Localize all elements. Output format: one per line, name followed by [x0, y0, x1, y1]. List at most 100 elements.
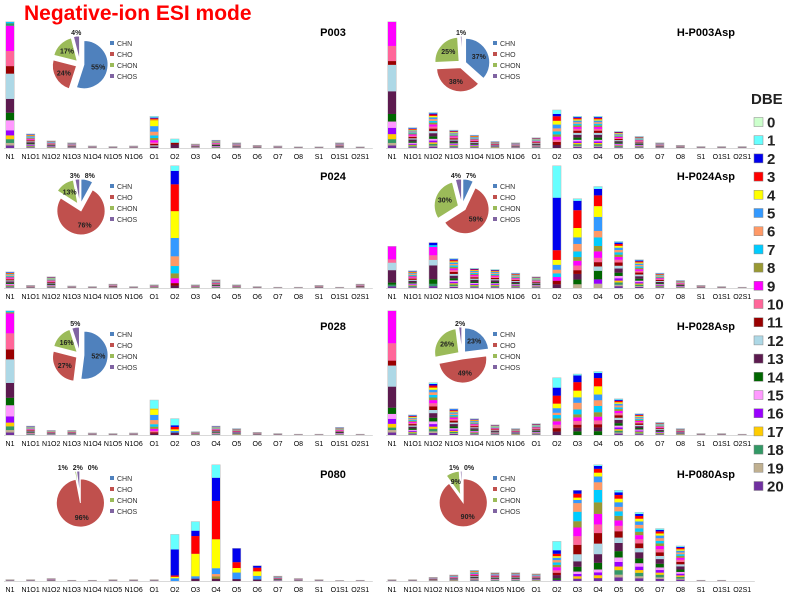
- bar-segment-dbe-18: [655, 286, 664, 287]
- dbe-legend-label: 1: [767, 133, 775, 150]
- bar-segment-dbe-10: [594, 128, 602, 131]
- bar-segment-dbe-14: [408, 428, 417, 430]
- bar-segment-dbe-6: [150, 131, 159, 136]
- bar-o1: [531, 573, 541, 581]
- bar-segment-dbe-7: [532, 140, 541, 141]
- bar-segment-dbe-2: [212, 477, 220, 501]
- bar-segment-dbe-18: [408, 285, 417, 287]
- bar-segment-dbe-9: [470, 139, 479, 141]
- pie-legend-label: CHON: [500, 63, 521, 70]
- bar-segment-dbe-4: [449, 261, 458, 263]
- bar-n1o6: [129, 432, 139, 435]
- x-tick-label: N1O4: [83, 587, 101, 594]
- x-tick-label: O1S1: [331, 587, 349, 594]
- bar-segment-dbe-19: [408, 146, 417, 148]
- bar-segment-dbe-2: [470, 268, 479, 270]
- pie-legend-label: CHOS: [500, 74, 521, 81]
- bar-segment-dbe-12: [408, 279, 417, 281]
- dbe-legend-swatch: [753, 335, 764, 346]
- pie-label-chon: 17%: [60, 48, 75, 55]
- bar-segment-dbe-13: [388, 386, 396, 408]
- bar-segment-dbe-1: [573, 198, 582, 201]
- bar-segment-dbe-8: [170, 273, 179, 279]
- bar-segment-dbe-17: [388, 423, 396, 428]
- bar-segment-dbe-6: [47, 278, 56, 280]
- x-tick-label: N1O6: [506, 587, 524, 594]
- bar-segment-dbe-14: [511, 283, 520, 285]
- bar-segment-dbe-15: [532, 145, 541, 146]
- bar-segment-dbe-12: [635, 142, 644, 144]
- bar-segment-dbe-17: [449, 145, 458, 146]
- bar-segment-dbe-15: [614, 143, 623, 145]
- bar-o2: [552, 377, 562, 435]
- x-tick-label: N1O6: [124, 441, 142, 448]
- bar-segment-dbe-6: [491, 272, 499, 274]
- bar-segment-dbe-9: [635, 420, 644, 423]
- bar-segment-dbe-6: [408, 273, 417, 275]
- bar-segment-dbe-14: [212, 145, 220, 147]
- pie-slice-cho: [438, 355, 488, 384]
- bar-segment-dbe-11: [655, 428, 664, 430]
- bar-segment-dbe-5: [594, 216, 602, 231]
- bar-segment-dbe-11: [635, 141, 644, 143]
- bar-n1o4: [469, 418, 479, 435]
- bar-segment-dbe-5: [676, 550, 685, 553]
- bar-segment-dbe-2: [635, 414, 644, 415]
- bar-segment-dbe-12: [449, 273, 458, 276]
- x-tick-label: O1: [532, 441, 541, 448]
- bar-segment-dbe-7: [594, 237, 602, 246]
- bar-segment-dbe-3: [594, 118, 602, 120]
- pie-chart: 96% 1% 2% 0% CHN CHO CHON CHOS: [55, 465, 138, 528]
- bar-o7: [273, 433, 283, 435]
- bar-segment-dbe-13: [491, 577, 499, 579]
- dbe-legend-label: 10: [767, 297, 784, 314]
- bar-segment-dbe-10: [511, 279, 520, 280]
- x-tick-label: S1: [697, 441, 706, 448]
- bar-segment-dbe-2: [573, 200, 582, 211]
- bar-segment-dbe-6: [594, 400, 602, 406]
- bar-segment-dbe-7: [511, 276, 520, 278]
- bar-segment-dbe-8: [429, 397, 438, 401]
- pie-legend-swatch: [493, 41, 497, 45]
- bar-segment-dbe-18: [449, 284, 458, 286]
- x-tick-label: O1S1: [331, 441, 349, 448]
- pie-legend-swatch: [493, 206, 497, 210]
- pie-legend-swatch: [493, 74, 497, 78]
- bar-segment-dbe-6: [573, 243, 582, 252]
- bar-segment-dbe-7: [552, 415, 561, 419]
- pie-label-chn: 52%: [91, 354, 106, 361]
- pie-legend-swatch: [110, 63, 114, 67]
- bar-n1o1: [408, 414, 418, 435]
- bar-segment-dbe-8: [6, 312, 14, 314]
- bar-segment-dbe-14: [573, 431, 582, 435]
- bar-segment-dbe-20: [491, 287, 499, 288]
- bar-segment-dbe-14: [212, 285, 220, 286]
- bar-segment-dbe-8: [449, 266, 458, 269]
- pie-legend-swatch: [493, 343, 497, 347]
- pie-label-chn: 0%: [88, 465, 99, 472]
- bar-segment-dbe-7: [150, 135, 159, 138]
- bar-segment-dbe-4: [232, 568, 241, 573]
- bar-segment-dbe-4: [573, 390, 582, 398]
- x-tick-label: N1O2: [42, 441, 60, 448]
- pie-legend-label: CHO: [500, 195, 516, 202]
- bar-segment-dbe-8: [573, 257, 582, 261]
- bar-segment-dbe-8: [573, 125, 582, 127]
- bar-segment-dbe-11: [676, 283, 685, 285]
- bar-segment-dbe-18: [388, 427, 396, 431]
- pie-slice-chn: [464, 327, 489, 353]
- dbe-legend-swatch: [753, 117, 764, 127]
- bar-segment-dbe-18: [6, 286, 14, 287]
- dbe-legend-swatch: [753, 153, 764, 164]
- bar-segment-dbe-3: [449, 260, 458, 262]
- bar-segment-dbe-14: [655, 283, 664, 285]
- bar-segment-dbe-18: [491, 285, 499, 287]
- bar-segment-dbe-7: [573, 123, 582, 126]
- pie-label-chon: 1%: [58, 465, 69, 472]
- x-tick-label: O3: [191, 587, 200, 594]
- bar-segment-dbe-7: [429, 394, 438, 398]
- bar-o8: [675, 144, 685, 148]
- bar-o7: [655, 528, 665, 581]
- bar-segment-dbe-5: [470, 571, 479, 573]
